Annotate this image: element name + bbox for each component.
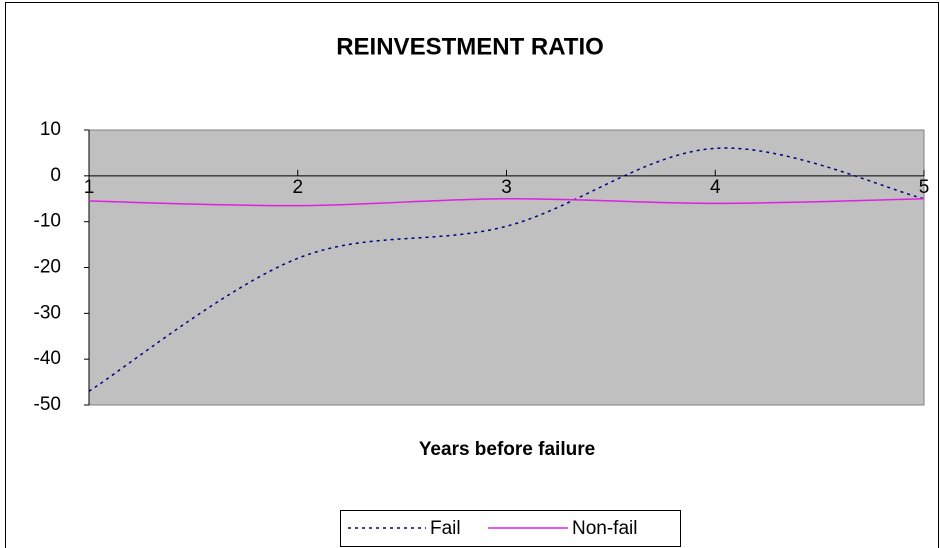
x-tick-label: 1 (84, 177, 95, 198)
x-tick-label: 2 (292, 177, 303, 198)
y-tick-label: 10 (40, 119, 61, 140)
y-tick-label: -20 (34, 257, 61, 278)
y-tick-label: -30 (34, 302, 61, 323)
y-tick-label: -10 (34, 211, 61, 232)
series-line (88, 197, 925, 207)
y-tick-label: -40 (34, 348, 61, 369)
y-tick-label: 0 (50, 165, 61, 186)
x-tick-label: 4 (710, 177, 721, 198)
legend-label: Non-fail (572, 518, 637, 539)
x-axis-label: Years before failure (419, 439, 595, 460)
series-line (88, 147, 925, 392)
x-tick-label: 3 (501, 177, 512, 198)
chart-title: REINVESTMENT RATIO (336, 33, 604, 60)
y-tick-label: -50 (34, 394, 61, 415)
legend-label: Fail (430, 518, 461, 539)
x-tick-label: 5 (919, 177, 930, 198)
